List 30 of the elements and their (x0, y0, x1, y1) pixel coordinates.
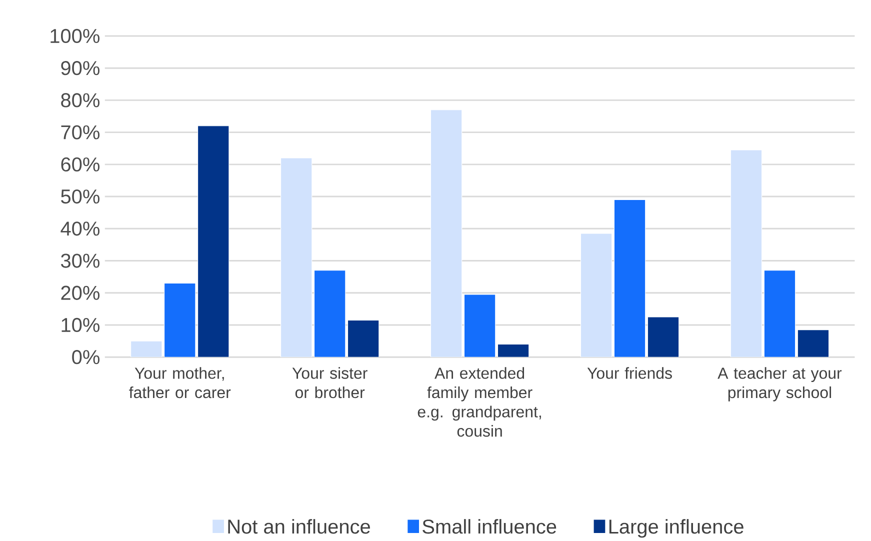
x-tick-label: Your sister or brother (292, 367, 368, 398)
y-tick-label: 60% (61, 157, 100, 172)
bar (797, 330, 830, 358)
y-tick-label: 80% (61, 93, 100, 108)
y-tick-label: 90% (61, 61, 100, 76)
x-tick-label: A teacher at your primary school (718, 367, 842, 402)
y-tick-label: 10% (62, 318, 100, 332)
bar (580, 233, 612, 358)
bar (430, 110, 462, 358)
bar (198, 126, 230, 358)
y-tick-label: 50% (61, 190, 100, 204)
bar (764, 270, 796, 358)
y-tick-label: 20% (61, 286, 100, 300)
y-tick-label: 40% (60, 222, 100, 236)
bar (647, 316, 680, 358)
x-tick-label: Your mother, father or carer (129, 367, 231, 398)
bar (498, 344, 529, 358)
legend-label: Not an influence (228, 519, 370, 534)
bar (614, 200, 646, 358)
x-tick-label: Your friends (587, 367, 672, 379)
bar (730, 150, 762, 358)
y-tick-label: 30% (60, 254, 100, 268)
bar (464, 294, 496, 358)
legend-label: Large influence (609, 519, 744, 538)
y-tick-label: 70% (61, 125, 100, 140)
bar (348, 320, 380, 358)
y-tick-label: 100% (50, 28, 100, 44)
legend-label: Small influence (422, 519, 556, 534)
x-tick-label: An extended family member e.g. grandparent, cousin (418, 367, 541, 437)
y-tick-label: 0% (72, 350, 100, 364)
